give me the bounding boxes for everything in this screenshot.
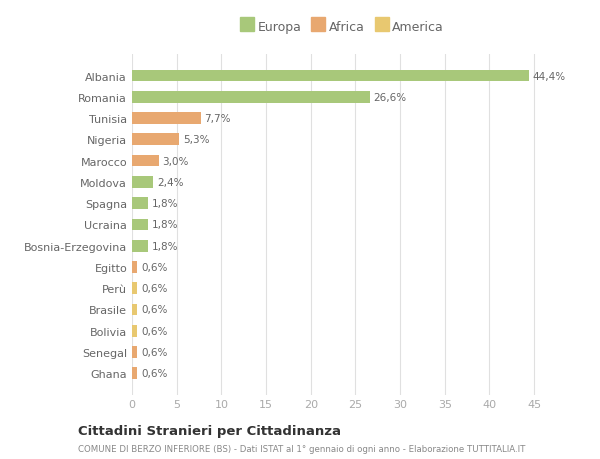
Bar [132, 198, 148, 209]
Text: 0,6%: 0,6% [141, 263, 167, 272]
Bar [132, 134, 179, 146]
Text: 1,8%: 1,8% [152, 220, 178, 230]
Text: Cittadini Stranieri per Cittadinanza: Cittadini Stranieri per Cittadinanza [78, 424, 341, 437]
Bar [132, 304, 137, 316]
Bar [132, 347, 137, 358]
Bar [132, 113, 201, 125]
Bar [132, 262, 137, 273]
Bar [132, 241, 148, 252]
Text: 0,6%: 0,6% [141, 326, 167, 336]
Text: 5,3%: 5,3% [183, 135, 209, 145]
Bar [132, 71, 529, 82]
Bar [132, 92, 370, 103]
Text: 2,4%: 2,4% [157, 178, 184, 187]
Text: 1,8%: 1,8% [152, 241, 178, 251]
Text: 7,7%: 7,7% [205, 114, 231, 124]
Text: 3,0%: 3,0% [163, 156, 189, 166]
Legend: Europa, Africa, America: Europa, Africa, America [236, 17, 448, 38]
Bar [132, 368, 137, 379]
Text: 26,6%: 26,6% [373, 93, 406, 102]
Bar [132, 177, 154, 188]
Text: COMUNE DI BERZO INFERIORE (BS) - Dati ISTAT al 1° gennaio di ogni anno - Elabora: COMUNE DI BERZO INFERIORE (BS) - Dati IS… [78, 444, 526, 453]
Text: 0,6%: 0,6% [141, 284, 167, 294]
Bar [132, 325, 137, 337]
Text: 0,6%: 0,6% [141, 369, 167, 379]
Text: 1,8%: 1,8% [152, 199, 178, 209]
Text: 44,4%: 44,4% [532, 71, 565, 81]
Bar [132, 283, 137, 294]
Text: 0,6%: 0,6% [141, 305, 167, 315]
Bar [132, 219, 148, 231]
Text: 0,6%: 0,6% [141, 347, 167, 357]
Bar [132, 156, 159, 167]
